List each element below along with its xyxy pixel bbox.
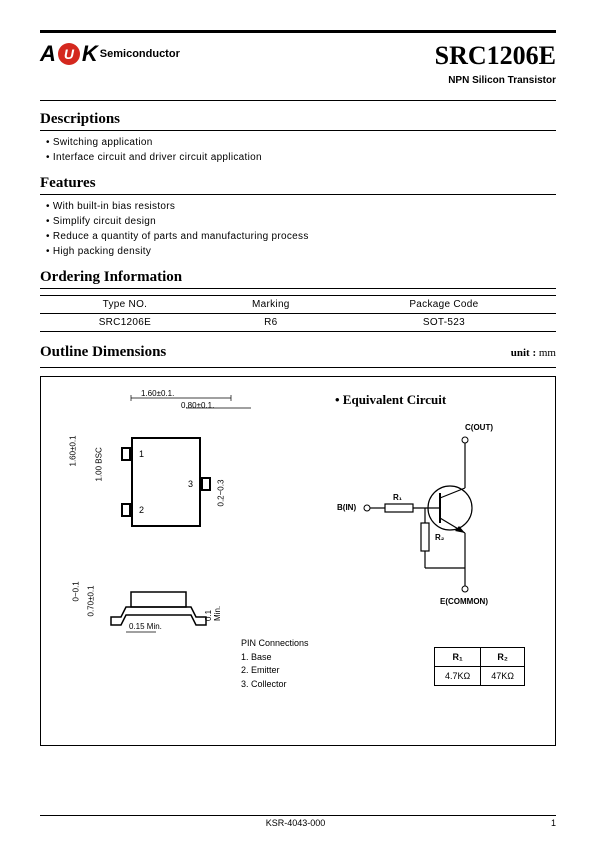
rtd-r1: 4.7KΩ [435,667,481,686]
table-header-row: Type NO. Marking Package Code [40,296,556,314]
features-item: Simplify circuit design [46,216,556,227]
logo-a: A [40,41,56,67]
pin-connections: PIN Connections 1. Base 2. Emitter 3. Co… [241,637,309,691]
equivalent-circuit: • Equivalent Circuit C(OUT) B(IN) R₁ [335,392,535,613]
unit-label: unit : mm [511,347,556,359]
rtable-row: 4.7KΩ 47KΩ [435,667,525,686]
ordering-heading: Ordering Information [40,269,556,289]
pin-label-2: 2 [139,505,144,515]
dim-sidethick: 0~0.1 [72,581,81,601]
descriptions-item: Interface circuit and driver circuit app… [46,152,556,163]
descriptions-heading: Descriptions [40,111,556,131]
pin-label-3: 3 [188,479,193,489]
pin-2-shape [121,503,131,517]
label-c: C(OUT) [465,423,493,432]
eq-title: • Equivalent Circuit [335,392,535,408]
rth-r1: R₁ [435,648,481,667]
package-top-view: 1.60±0.1. 0.80±0.1. 1 2 3 1.60±0.1 1.00 … [81,407,201,527]
dim-sideh: 0.70±0.1 [87,585,96,616]
pinconn-2: 2. Emitter [241,664,309,678]
dim-lines-top [111,395,291,425]
dim-min2: 0.1 Min. [204,593,222,621]
pinconn-3: 3. Collector [241,678,309,692]
header: A U K Semiconductor SRC1206E NPN Silicon… [40,41,556,86]
th-type: Type NO. [40,296,210,314]
package-side-view: 0~0.1 0.70±0.1 0.15 Min. 0.1 Min. [81,577,241,642]
logo-k: K [82,41,98,67]
circuit-svg: C(OUT) B(IN) R₁ R₂ [335,418,515,608]
resistor-table: R₁ R₂ 4.7KΩ 47KΩ [434,647,525,686]
dim-height: 1.60±0.1 [69,435,78,466]
table-data-row: SRC1206E R6 SOT-523 [40,314,556,332]
label-e: E(COMMON) [440,597,488,606]
package-outline: 1 2 3 [131,437,201,527]
header-rule [40,100,556,101]
logo-u-oval: U [58,43,80,65]
td-package: SOT-523 [332,314,556,332]
rtd-r2: 47KΩ [481,667,525,686]
footer-doc: KSR-4043-000 [266,818,326,828]
pin-label-1: 1 [139,449,144,459]
diagram-container: 1.60±0.1. 0.80±0.1. 1 2 3 1.60±0.1 1.00 … [40,376,556,746]
footer: KSR-4043-000 1 [40,815,556,828]
pin-1-shape [121,447,131,461]
subtitle: NPN Silicon Transistor [435,75,556,86]
descriptions-item: Switching application [46,137,556,148]
outline-heading-row: Outline Dimensions unit : mm [40,344,556,368]
features-item: High packing density [46,246,556,257]
pin-3-shape [201,477,211,491]
title-block: SRC1206E NPN Silicon Transistor [435,41,556,86]
dim-leadh: 0.2~0.3 [217,480,226,507]
rth-r2: R₂ [481,648,525,667]
features-list: With built-in bias resistors Simplify cir… [40,201,556,257]
part-number: SRC1206E [435,41,556,71]
descriptions-list: Switching application Interface circuit a… [40,137,556,163]
pinconn-title: PIN Connections [241,637,309,651]
ordering-table: Type NO. Marking Package Code SRC1206E R… [40,295,556,332]
logo: A U K Semiconductor [40,41,180,67]
outline-heading: Outline Dimensions [40,344,166,361]
features-item: With built-in bias resistors [46,201,556,212]
dim-bsc: 1.00 BSC [95,447,104,481]
label-r2: R₂ [435,533,445,542]
label-b: B(IN) [337,503,356,512]
features-item: Reduce a quantity of parts and manufactu… [46,231,556,242]
label-r1: R₁ [393,493,403,502]
dim-min1: 0.15 Min. [129,622,162,631]
top-rule [40,30,556,33]
footer-page: 1 [551,818,556,828]
th-package: Package Code [332,296,556,314]
pinconn-1: 1. Base [241,651,309,665]
th-marking: Marking [210,296,332,314]
td-marking: R6 [210,314,332,332]
rtable-header: R₁ R₂ [435,648,525,667]
logo-semiconductor: Semiconductor [100,48,180,60]
features-heading: Features [40,175,556,195]
td-type: SRC1206E [40,314,210,332]
